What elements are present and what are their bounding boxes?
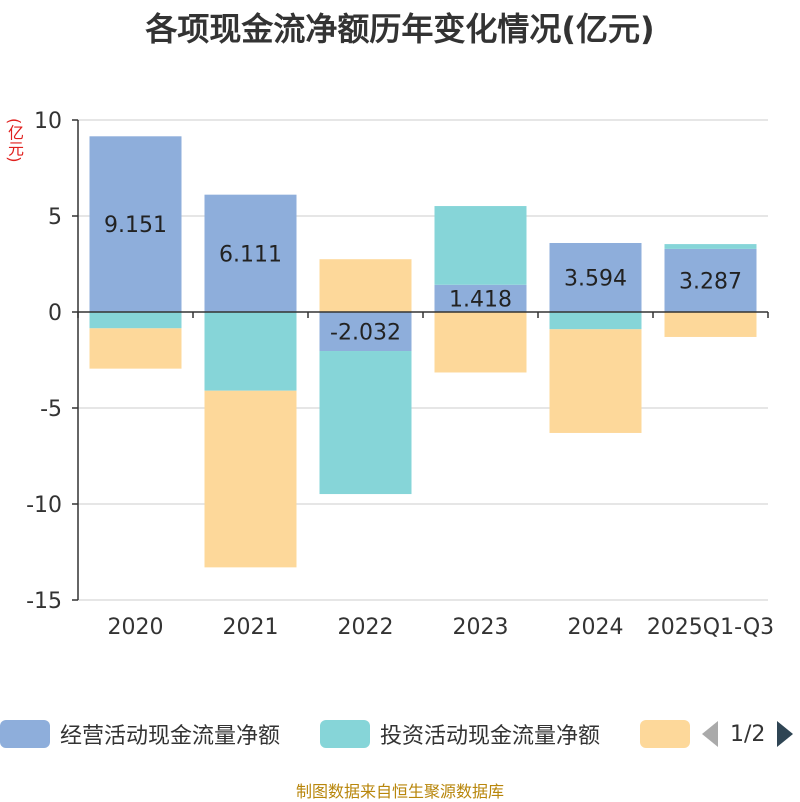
legend-swatch-operating	[0, 720, 50, 748]
y-tick-label: 10	[34, 109, 62, 134]
x-tick-label: 2024	[568, 615, 624, 640]
x-tick-label: 2022	[338, 615, 394, 640]
x-tick-label: 2020	[108, 615, 164, 640]
bar-investing	[319, 351, 412, 495]
legend-label-investing: 投资活动现金流量净额	[380, 724, 601, 749]
bar-operating	[434, 284, 527, 312]
bar-operating	[204, 194, 297, 312]
legend-item-investing[interactable]: 投资活动现金流量净额	[320, 714, 600, 754]
legend: 经营活动现金流量净额 投资活动现金流量净额 1/2	[0, 714, 800, 754]
bar-financing	[319, 259, 412, 312]
bar-financing	[549, 329, 642, 433]
legend-next-page-icon[interactable]	[777, 721, 794, 747]
legend-prev-page-icon[interactable]	[702, 721, 718, 747]
bar-financing	[434, 312, 527, 373]
bar-chart: 10 5 0 -5 -10 -15 2020 2021 2022 2023 2024 2025Q1-Q…	[26, 109, 774, 640]
bar-financing	[664, 312, 757, 337]
bar-investing	[204, 312, 297, 391]
data-label: -2.032	[330, 321, 401, 346]
bar-operating	[664, 248, 757, 312]
y-axis-unit-label: (亿元)	[5, 118, 24, 163]
chart-title: 各项现金流净额历年变化情况(亿元)	[145, 10, 655, 48]
data-label: 6.111	[219, 242, 282, 267]
legend-label-operating: 经营活动现金流量净额	[60, 724, 281, 749]
y-tick-label: 0	[48, 301, 62, 326]
legend-swatch-investing	[320, 720, 370, 748]
y-tick-label: -10	[26, 493, 62, 518]
bar-financing	[204, 390, 297, 568]
legend-pager: 1/2	[702, 714, 794, 754]
bar-operating	[319, 312, 412, 352]
bar-operating	[89, 136, 182, 312]
data-label: 3.287	[679, 269, 742, 294]
legend-item-operating[interactable]: 经营活动现金流量净额	[0, 714, 280, 754]
bar-financing	[89, 328, 182, 369]
legend-item-financing[interactable]	[640, 714, 700, 754]
legend-swatch-financing	[640, 720, 690, 748]
x-tick-label: 2023	[453, 615, 509, 640]
data-label: 3.594	[564, 266, 627, 291]
y-tick-label: -5	[40, 397, 62, 422]
x-tick-label: 2021	[223, 615, 279, 640]
y-tick-label: 5	[48, 205, 62, 230]
bar-investing	[89, 312, 182, 329]
data-label: 9.151	[104, 213, 167, 238]
data-source-footer: 制图数据来自恒生聚源数据库	[295, 782, 504, 801]
bar-investing	[549, 312, 642, 330]
bar-investing	[664, 244, 757, 249]
bar-operating	[549, 242, 642, 312]
bar-investing	[434, 206, 527, 285]
data-label: 1.418	[449, 287, 512, 312]
x-tick-label: 2025Q1-Q3	[647, 615, 774, 640]
legend-page-indicator: 1/2	[730, 721, 766, 747]
y-tick-label: -15	[26, 589, 62, 614]
